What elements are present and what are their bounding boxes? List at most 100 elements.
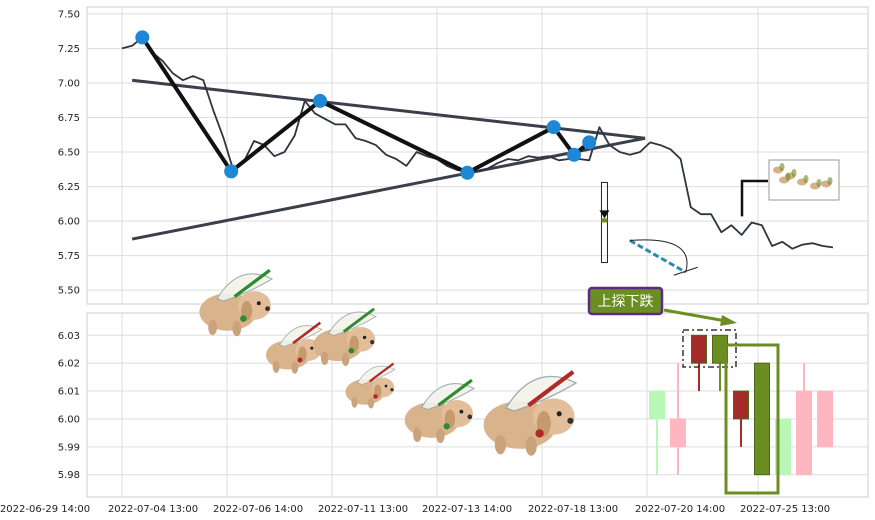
puppy-leg: [291, 361, 299, 374]
x-tick-label: 2022-07-18 13:00: [528, 504, 618, 515]
pivot-marker-3: [460, 165, 475, 180]
puppy-collar: [297, 357, 303, 363]
pivot-marker-6: [582, 135, 597, 150]
puppy-propeller: [368, 362, 395, 383]
pivot-marker-0: [135, 30, 150, 45]
x-ticks: 2022-06-29 14:00 2022-07-04 13:00 2022-07-…: [0, 504, 830, 515]
thumbnail-wing-5: [785, 173, 791, 181]
candle-body: [796, 390, 812, 476]
candle-8: [817, 390, 833, 448]
puppy-nose: [265, 306, 271, 312]
puppy-eye: [256, 301, 261, 306]
small-candle-frame: [600, 181, 608, 264]
puppy-collar: [443, 423, 450, 430]
annotation-text: 上探下跌: [598, 294, 654, 310]
flying-puppies-sticker-icon: [199, 268, 578, 456]
puppy-leg: [436, 428, 445, 444]
projection-dashed-line: [629, 239, 687, 274]
thumbnail-wing-4: [827, 177, 833, 185]
puppy-propeller: [292, 321, 322, 345]
candle-body: [649, 390, 665, 420]
candle-4: [733, 390, 749, 447]
pivot-marker-5: [566, 147, 581, 162]
price-y-tick-label: 6.50: [58, 148, 80, 159]
puppy-nose: [390, 388, 394, 392]
puppy-nose: [370, 340, 375, 345]
price-y-tick-label: 6.25: [58, 182, 80, 193]
pivot-marker-2: [313, 93, 328, 108]
puppy-eye: [310, 346, 314, 350]
price-y-tick-label: 5.75: [58, 251, 80, 262]
puppy-propeller: [437, 378, 473, 407]
x-tick-label: 2022-07-11 13:00: [318, 504, 408, 515]
zoom-y-tick-label: 6.00: [58, 414, 80, 425]
puppy-leg: [208, 319, 217, 336]
puppy-leg: [272, 360, 280, 373]
puppy-leg: [232, 320, 242, 337]
zoom-y-tick-label: 5.98: [58, 470, 80, 481]
zoom-panel-frame: [86, 312, 869, 498]
projection-end-tick: [673, 266, 698, 276]
annotation-arrowhead: [720, 315, 737, 326]
price-panel: 7.50 7.25 7.00 6.75 6.50 6.25 6.00 5.75 5.50: [58, 6, 869, 305]
pivot-marker-4: [546, 120, 561, 135]
puppy-collar: [535, 429, 544, 438]
puppy-propeller: [233, 268, 271, 298]
puppy-leg: [341, 352, 350, 366]
projection-arc: [629, 239, 688, 273]
candle-5: [754, 362, 770, 476]
zoom-panel: 6.03 6.02 6.01 6.00 5.99 5.98: [58, 312, 869, 498]
zoom-y-tick-label: 6.03: [58, 331, 80, 342]
pointer-arrowhead: [599, 210, 610, 219]
puppy-leg: [494, 434, 506, 455]
price-y-tick-label: 6.75: [58, 113, 80, 124]
dashed-highlight-box: [682, 329, 737, 368]
price-extras: [599, 159, 840, 276]
trendline-1: [131, 136, 646, 241]
puppy-0: [199, 268, 274, 337]
puppy-nose: [567, 417, 574, 424]
candle-3: [712, 334, 728, 392]
candle-body: [817, 390, 833, 448]
zoom-y-tick-label: 5.99: [58, 442, 80, 453]
zoom-y-tick-label: 6.02: [58, 359, 80, 370]
highlight-box: [724, 343, 780, 495]
price-zigzag: [135, 30, 597, 180]
thumbnail-wing-2: [803, 175, 809, 183]
puppy-leg: [525, 436, 537, 456]
puppy-2: [313, 307, 377, 366]
puppy-propeller: [342, 307, 375, 333]
x-tick-label: 2022-07-04 13:00: [108, 504, 198, 515]
x-tick-label: 2022-07-13 14:00: [422, 504, 512, 515]
price-panel-frame: [86, 6, 869, 305]
candle-body: [733, 390, 749, 420]
puppy-eye: [362, 335, 367, 340]
thumbnail-wing-0: [779, 163, 785, 171]
candle-7: [796, 363, 812, 476]
x-tick-label: 2022-07-06 14:00: [213, 504, 303, 515]
puppy-1: [265, 321, 323, 374]
puppy-eye: [384, 384, 388, 388]
pointer-line: [740, 179, 768, 217]
price-y-tick-label: 6.00: [58, 217, 80, 228]
zoom-candles: [649, 334, 833, 476]
puppy-collar: [373, 394, 378, 399]
puppy-leg: [351, 397, 358, 408]
annotation-arrow: [663, 308, 727, 323]
price-y-tick-label: 7.25: [58, 44, 80, 55]
x-tick-label: 2022-06-29 14:00: [0, 504, 90, 515]
puppy-leg: [413, 427, 422, 443]
mini-puppies-thumbnail-icon: [768, 159, 840, 201]
price-y-tick-label: 5.50: [58, 286, 80, 297]
price-y-tick-label: 7.00: [58, 78, 80, 89]
thumbnail-wing-3: [816, 179, 822, 187]
x-tick-label: 2022-07-20 14:00: [635, 504, 725, 515]
candle-1: [670, 363, 686, 475]
price-y-ticks: 7.50 7.25 7.00 6.75 6.50 6.25 6.00 5.75 5.50: [58, 9, 80, 296]
candle-body: [691, 334, 707, 364]
price-y-tick-label: 7.50: [58, 9, 80, 20]
puppy-eye: [459, 409, 464, 414]
puppy-collar: [240, 315, 247, 322]
zoom-y-tick-label: 6.01: [58, 387, 80, 398]
